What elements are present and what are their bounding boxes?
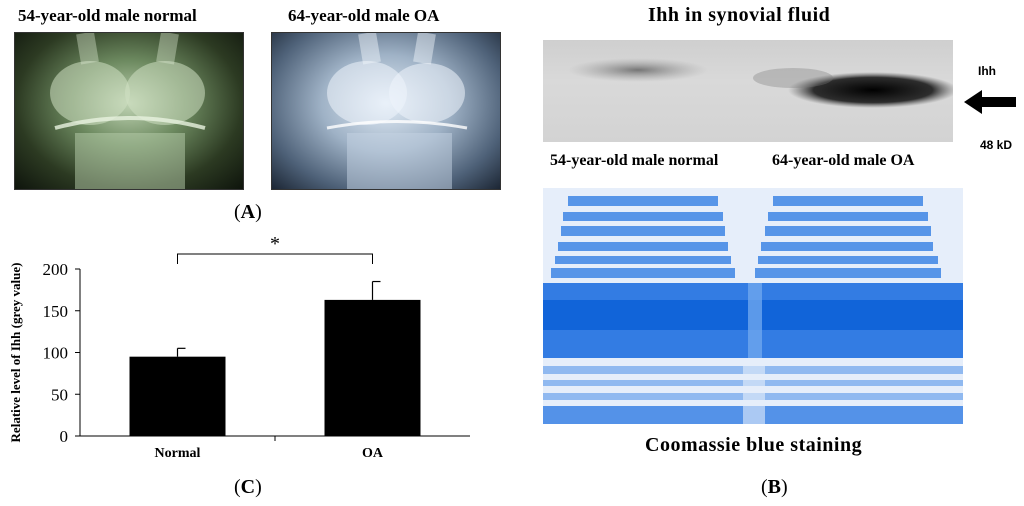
stain-label: Coomassie blue staining [645, 434, 863, 456]
y-tick-label: 100 [43, 344, 69, 363]
xray-oa-image [271, 32, 501, 190]
y-tick-label: 50 [51, 385, 68, 404]
bar-chart: 0 50 100 150 200 Relative level of Ihh (grey … [8, 233, 470, 461]
lane-normal-label: 54-year-old male normal [550, 152, 719, 169]
lane-oa-label: 64-year-old male OA [772, 152, 915, 169]
y-tick-label: 200 [43, 260, 69, 279]
y-axis-label: Relative level of Ihh (grey value) [8, 263, 23, 443]
panel-b-label: (B) [761, 476, 788, 498]
y-tick-label: 0 [60, 427, 69, 446]
blot-title: Ihh in synovial fluid [648, 4, 831, 26]
xray-oa-title: 64-year-old male OA [288, 6, 440, 25]
band-label: Ihh [978, 64, 996, 78]
bar-normal [129, 356, 226, 436]
x-tick-label: Normal [155, 446, 201, 461]
significance-marker: * [270, 233, 280, 255]
coomassie-gel-image [543, 188, 963, 424]
arrow-left-icon [964, 90, 1016, 114]
x-tick-label: OA [362, 446, 384, 461]
panel-c-label: (C) [234, 476, 262, 498]
y-tick-label: 150 [43, 302, 69, 321]
western-blot-image [543, 40, 953, 142]
bar-oa [324, 299, 421, 436]
molecular-weight-label: 48 kD [980, 138, 1013, 152]
panel-a-label: (A) [234, 201, 262, 223]
xray-normal-image [14, 32, 244, 190]
significance-bracket [177, 253, 373, 264]
xray-normal-title: 54-year-old male normal [18, 6, 197, 25]
